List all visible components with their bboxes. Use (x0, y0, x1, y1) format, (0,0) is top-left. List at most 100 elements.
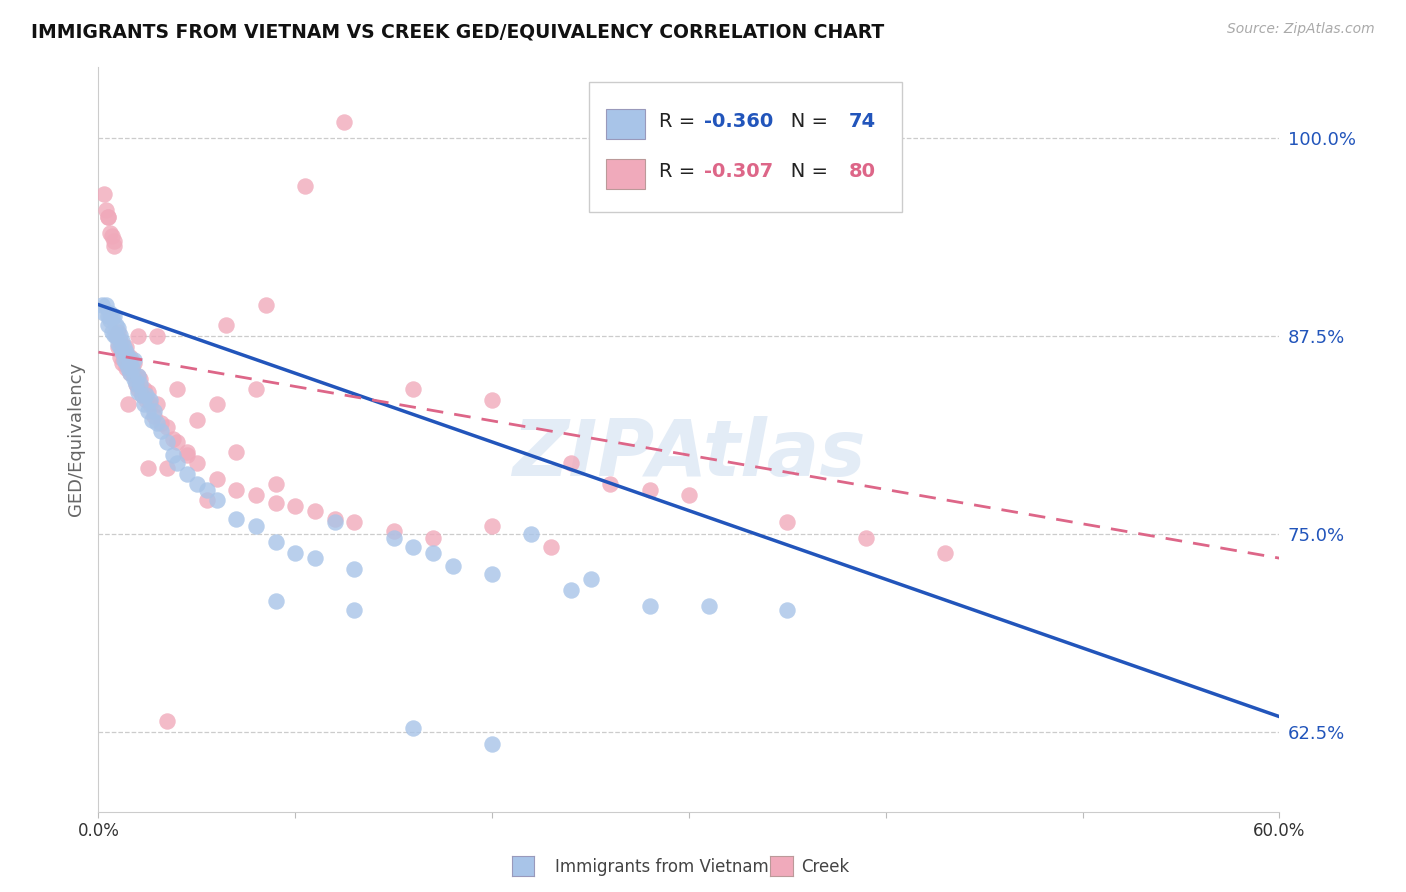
Point (142, 409, 165, 423)
FancyBboxPatch shape (606, 159, 645, 189)
Point (697, 599, 720, 613)
Point (115, 361, 138, 376)
Point (131, 388, 153, 402)
Point (156, 460, 179, 475)
Point (225, 511, 247, 525)
Point (125, 376, 148, 391)
Point (501, 847, 523, 862)
Point (162, 448, 184, 462)
Point (186, 413, 208, 427)
Point (304, 551, 326, 566)
FancyBboxPatch shape (606, 109, 645, 139)
Point (101, 310, 124, 325)
Point (225, 483, 247, 497)
Point (115, 340, 138, 354)
Point (166, 456, 188, 470)
Point (264, 476, 287, 491)
Point (284, 499, 307, 513)
Point (176, 445, 198, 459)
Point (638, 483, 661, 497)
Y-axis label: GED/Equivalency: GED/Equivalency (66, 362, 84, 516)
Point (118, 350, 141, 364)
Point (284, 546, 307, 560)
Text: ZIPAtlas: ZIPAtlas (512, 417, 866, 492)
Point (93, 186, 115, 201)
Point (115, 345, 138, 359)
Point (117, 353, 139, 368)
Point (205, 472, 228, 486)
Point (112, 350, 135, 364)
Point (136, 384, 159, 399)
Point (146, 329, 169, 343)
FancyBboxPatch shape (589, 82, 901, 212)
Point (934, 546, 956, 560)
Point (156, 435, 179, 450)
Point (422, 531, 444, 545)
Text: 80: 80 (848, 161, 876, 181)
Point (195, 483, 218, 497)
Point (481, 392, 503, 407)
Point (111, 345, 134, 359)
Point (127, 384, 149, 399)
Point (323, 515, 346, 529)
Point (138, 397, 160, 411)
Point (776, 603, 799, 617)
Point (638, 599, 661, 613)
Point (141, 413, 163, 427)
Point (481, 519, 503, 533)
Point (186, 476, 208, 491)
Point (540, 540, 562, 554)
Point (264, 535, 287, 549)
Point (118, 356, 141, 370)
Point (93, 305, 115, 319)
Text: N =: N = (772, 161, 834, 181)
Point (122, 372, 145, 386)
Point (333, 115, 356, 129)
Point (105, 318, 128, 333)
Point (107, 340, 129, 354)
Point (195, 492, 218, 507)
Text: Source: ZipAtlas.com: Source: ZipAtlas.com (1227, 22, 1375, 37)
Point (176, 448, 198, 462)
Point (112, 340, 135, 354)
Point (103, 309, 125, 323)
Point (101, 229, 124, 244)
Point (215, 318, 238, 333)
Point (245, 382, 267, 396)
Point (150, 417, 173, 431)
Point (127, 368, 149, 383)
Point (96, 202, 118, 217)
Text: Creek: Creek (801, 858, 849, 876)
Text: IMMIGRANTS FROM VIETNAM VS CREEK GED/EQUIVALENCY CORRELATION CHART: IMMIGRANTS FROM VIETNAM VS CREEK GED/EQU… (31, 22, 884, 41)
Point (108, 327, 131, 342)
Point (111, 334, 134, 348)
Text: -0.307: -0.307 (704, 161, 773, 181)
Point (97, 211, 120, 225)
Point (117, 361, 139, 376)
Point (115, 356, 138, 370)
Point (579, 572, 602, 586)
Point (131, 388, 153, 402)
Point (125, 376, 148, 391)
Point (107, 321, 129, 335)
Point (776, 515, 799, 529)
Point (132, 397, 155, 411)
Point (422, 829, 444, 843)
Point (599, 476, 621, 491)
Point (343, 515, 366, 529)
Point (97, 211, 120, 225)
Point (323, 511, 346, 525)
Point (127, 329, 149, 343)
Point (101, 325, 124, 339)
Point (254, 297, 277, 311)
Point (343, 603, 366, 617)
Point (105, 329, 128, 343)
Point (98, 313, 121, 327)
Text: R =: R = (659, 161, 702, 181)
Point (855, 531, 877, 545)
Point (264, 594, 287, 608)
Point (132, 382, 155, 396)
Text: N =: N = (772, 112, 834, 131)
Point (245, 488, 267, 502)
Text: R =: R = (659, 112, 702, 131)
